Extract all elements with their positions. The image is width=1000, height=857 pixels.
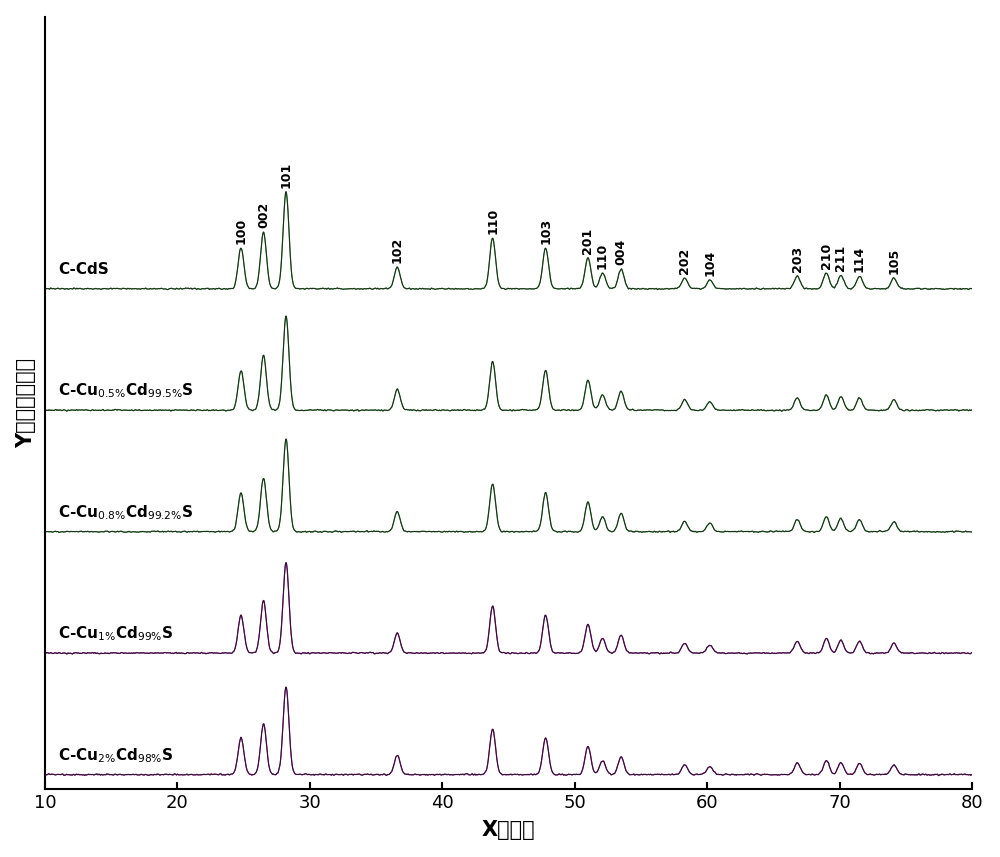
- Text: 104: 104: [703, 250, 716, 276]
- Y-axis label: Y（相对强度）: Y（相对强度）: [17, 358, 37, 448]
- Text: 101: 101: [280, 161, 293, 188]
- Text: 110: 110: [486, 208, 499, 234]
- Text: 102: 102: [391, 237, 404, 263]
- Text: 004: 004: [615, 239, 628, 266]
- Text: C-Cu$_{0.8\%}$Cd$_{99.2\%}$S: C-Cu$_{0.8\%}$Cd$_{99.2\%}$S: [58, 503, 193, 522]
- Text: 211: 211: [834, 245, 847, 272]
- Text: 103: 103: [539, 218, 552, 244]
- Text: C-Cu$_{0.5\%}$Cd$_{99.5\%}$S: C-Cu$_{0.5\%}$Cd$_{99.5\%}$S: [58, 381, 194, 400]
- Text: C-Cu$_{2\%}$Cd$_{98\%}$S: C-Cu$_{2\%}$Cd$_{98\%}$S: [58, 746, 174, 764]
- Text: C-CdS: C-CdS: [58, 262, 109, 277]
- Text: 201: 201: [581, 227, 594, 254]
- Text: 202: 202: [678, 248, 691, 274]
- Text: 002: 002: [257, 202, 270, 229]
- X-axis label: X（度）: X（度）: [482, 820, 535, 841]
- Text: C-Cu$_{1\%}$Cd$_{99\%}$S: C-Cu$_{1\%}$Cd$_{99\%}$S: [58, 625, 174, 644]
- Text: 114: 114: [853, 246, 866, 273]
- Text: 203: 203: [791, 246, 804, 273]
- Text: 105: 105: [887, 248, 900, 274]
- Text: 110: 110: [596, 243, 609, 269]
- Text: 210: 210: [820, 243, 833, 269]
- Text: 100: 100: [234, 218, 247, 244]
